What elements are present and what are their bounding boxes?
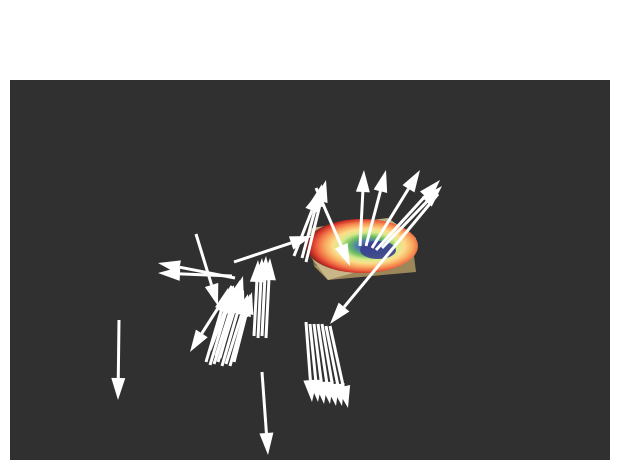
arrow-head <box>334 243 350 266</box>
arrow-shaft <box>116 319 121 379</box>
arrow-shaft <box>314 187 343 247</box>
arrow-shaft <box>252 281 259 337</box>
arrow-shaft <box>380 200 428 250</box>
arrow-head <box>259 432 274 455</box>
arrow-shaft <box>232 312 248 363</box>
arrow-shaft <box>292 209 314 257</box>
arrow-shaft <box>214 300 235 357</box>
arrow-shaft <box>228 314 246 367</box>
arrow-shaft <box>233 241 292 264</box>
arrow-head <box>373 170 388 194</box>
arrow-head <box>261 258 276 281</box>
arrow-shaft <box>204 308 224 363</box>
arrow-head <box>421 186 442 207</box>
vector-arrow <box>259 371 274 455</box>
arrow-shaft <box>304 321 312 381</box>
vector-arrow <box>261 258 276 339</box>
vector-arrow <box>158 266 233 281</box>
arrow-shaft <box>342 193 440 309</box>
arrow-shaft <box>312 323 323 383</box>
arrow-shaft <box>224 314 243 365</box>
arrow-shaft <box>208 305 230 366</box>
vector-arrow <box>218 276 244 359</box>
vector-arrow <box>328 325 351 408</box>
arrow-shaft <box>194 233 214 286</box>
arrow-head <box>204 282 219 306</box>
arrow-head <box>190 329 208 352</box>
vector-arrow <box>330 193 440 324</box>
3d-viewport[interactable] <box>10 80 610 460</box>
vector-arrow <box>364 170 388 247</box>
vector-arrow <box>314 187 350 266</box>
vector-arrow <box>190 285 234 352</box>
arrow-head <box>230 276 244 300</box>
vector-arrow <box>355 170 370 247</box>
vector-arrow <box>111 319 126 400</box>
arrow-shaft <box>260 371 268 434</box>
arrow-head <box>330 302 350 324</box>
arrow-shaft <box>179 272 233 278</box>
arrow-head <box>402 170 420 193</box>
arrow-shaft <box>208 311 226 351</box>
arrow-shaft <box>300 204 318 259</box>
arrow-shaft <box>260 277 267 337</box>
arrow-shaft <box>358 191 365 247</box>
arrow-shaft <box>370 187 410 249</box>
arrow-shaft <box>374 195 427 252</box>
arrow-head <box>239 292 254 316</box>
arrow-shaft <box>308 323 318 381</box>
vector-arrows <box>111 170 442 455</box>
vector-arrow <box>194 233 219 306</box>
vector-field-scene <box>111 170 442 455</box>
vector-arrow <box>232 292 254 363</box>
arrow-head <box>111 377 126 400</box>
arrow-shaft <box>264 279 271 339</box>
arrow-head <box>355 170 370 193</box>
arrow-head <box>336 385 351 408</box>
arrow-shaft <box>328 325 345 387</box>
arrow-shaft <box>320 323 334 385</box>
vector-arrow <box>380 186 442 250</box>
arrow-head <box>305 190 320 214</box>
arrow-shaft <box>324 325 340 385</box>
vector-arrow <box>292 190 320 257</box>
arrow-head <box>158 266 181 281</box>
arrow-shaft <box>200 285 234 335</box>
arrow-shaft <box>256 279 263 339</box>
arrow-shaft <box>316 323 329 383</box>
arrow-shaft <box>218 296 239 359</box>
arrow-shaft <box>364 190 382 247</box>
arrow-shaft <box>220 310 240 367</box>
vector-arrow <box>370 170 420 249</box>
